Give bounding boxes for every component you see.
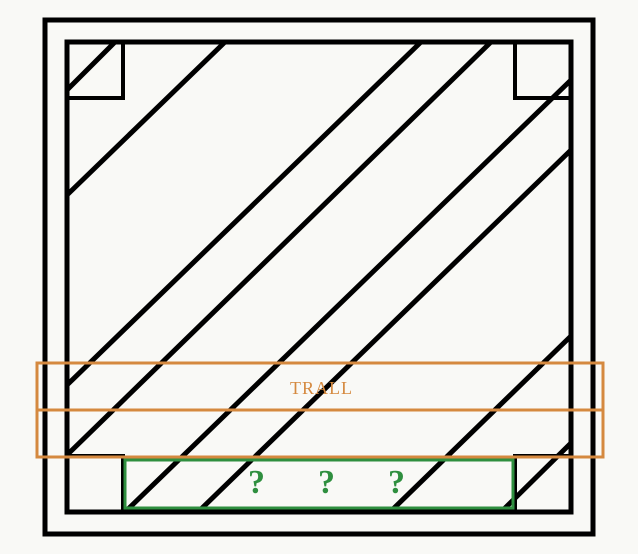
question-mark-1: ? — [248, 464, 265, 502]
drawing-container: TRALL ? ? ? — [45, 20, 593, 534]
question-mark-2: ? — [318, 464, 335, 502]
trall-label: TRALL — [290, 378, 353, 399]
question-mark-3: ? — [388, 464, 405, 502]
diagram-svg — [45, 20, 593, 534]
